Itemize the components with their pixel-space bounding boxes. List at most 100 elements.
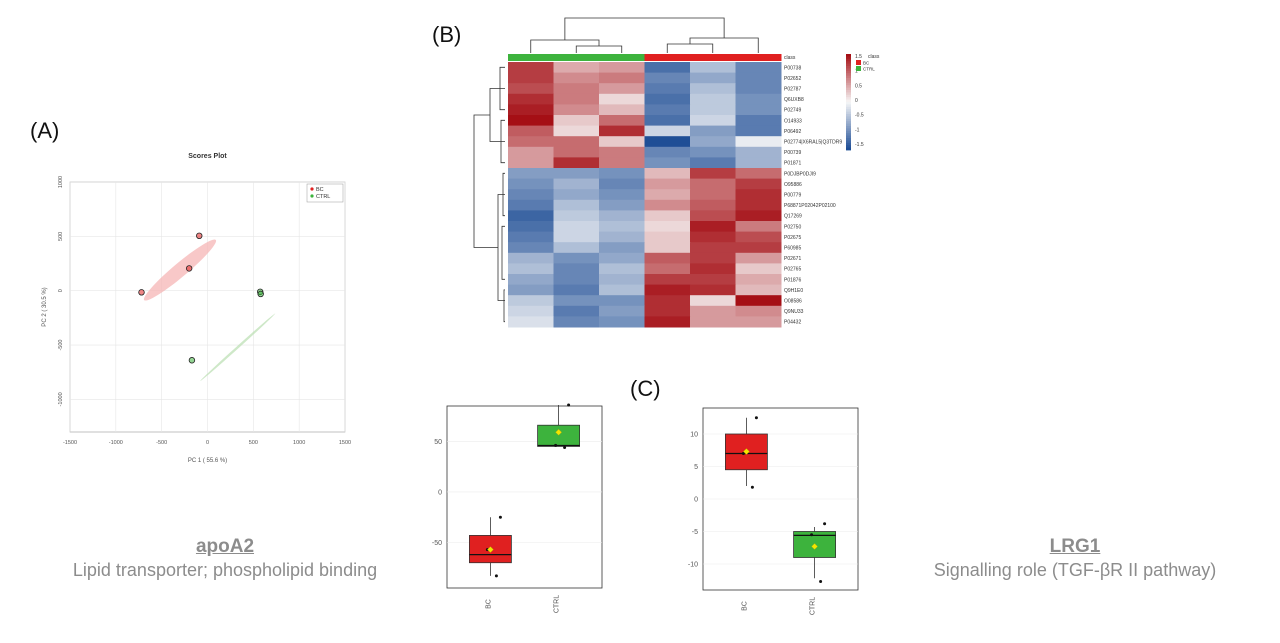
heatmap-cell <box>644 199 691 211</box>
heatmap-cell <box>599 263 645 275</box>
heatmap-cell <box>508 104 554 116</box>
heatmap-cell <box>553 189 600 201</box>
heatmap-cell <box>553 263 600 275</box>
panel-label-a: (A) <box>30 118 60 143</box>
heatmap-cell <box>553 115 600 127</box>
colorbar-tick-label: 1 <box>855 69 858 75</box>
heatmap-cell <box>508 93 554 105</box>
boxplot-point <box>554 443 558 447</box>
heatmap-cell <box>553 157 600 169</box>
heatmap-cell <box>508 83 554 95</box>
pca-x-tick-label: 1000 <box>293 440 305 446</box>
heatmap-cell <box>735 115 782 127</box>
heatmap-cell <box>735 274 782 286</box>
colorbar-segment <box>846 102 851 105</box>
boxplot-x-tick-label: BC <box>741 601 748 611</box>
heatmap-row-label: P60985 <box>784 246 801 252</box>
colorbar-segment <box>846 145 851 148</box>
pca-x-tick-label: -1500 <box>63 440 77 446</box>
heatmap-cell <box>735 62 782 74</box>
heatmap-cell <box>735 305 782 317</box>
heatmap-cell <box>644 263 691 275</box>
heatmap-cell <box>553 168 600 180</box>
colorbar-segment <box>846 138 851 141</box>
pca-x-tick-label: -1000 <box>109 440 123 446</box>
heatmap-cell <box>644 316 691 328</box>
heatmap-cell <box>735 316 782 328</box>
heatmap-cell <box>553 210 600 222</box>
row-dendrogram-branch <box>489 88 505 142</box>
heatmap-cell <box>508 146 554 158</box>
heatmap-class-bar-cell <box>735 54 782 61</box>
heatmap-cell <box>644 72 691 84</box>
colorbar-segment <box>846 106 851 110</box>
heatmap-cell <box>508 136 554 148</box>
heatmap-cell <box>599 284 645 296</box>
colorbar-segment <box>846 54 851 57</box>
colorbar-segment <box>846 85 851 88</box>
heatmap-cell <box>599 125 645 137</box>
heatmap-cell <box>644 178 691 190</box>
boxplot-point <box>750 485 754 489</box>
heatmap-cell <box>690 231 736 243</box>
colorbar-segment <box>846 92 851 96</box>
heatmap-cell <box>599 146 645 158</box>
heatmap-cell <box>599 93 645 105</box>
colorbar-segment <box>846 147 851 151</box>
boxplot-y-tick-label: -10 <box>688 562 698 569</box>
heatmap-cell <box>644 274 691 286</box>
heatmap-cell <box>553 252 600 264</box>
heatmap-class-bar-cell <box>553 54 600 61</box>
heatmap-cell <box>735 231 782 243</box>
heatmap-cell <box>690 316 736 328</box>
heatmap-cell <box>599 178 645 190</box>
heatmap-cell <box>508 157 554 169</box>
heatmap-cell <box>644 168 691 180</box>
heatmap-cell <box>599 316 645 328</box>
heatmap-cell <box>553 295 600 307</box>
heatmap-cell <box>735 284 782 296</box>
boxplot-y-tick-label: 10 <box>690 432 698 439</box>
heatmap-row-label: P0DJBP0DJI9 <box>784 171 816 177</box>
heatmap-cell <box>644 62 691 74</box>
boxplot-point <box>823 522 827 526</box>
apoa2-boxplot: 50 0 -50 BC CTRL <box>432 403 603 613</box>
colorbar-segment <box>846 114 851 117</box>
boxplot-point <box>494 574 498 578</box>
heatmap-cell <box>644 115 691 127</box>
pca-legend-label-ctrl: CTRL <box>316 194 330 200</box>
boxplot-point <box>498 515 502 519</box>
boxplot-point <box>563 445 567 449</box>
heatmap-row-label: P00779 <box>784 193 801 199</box>
colorbar-tick-label: -0.5 <box>855 113 864 119</box>
caption-apoa2-gene: apoA2 <box>195 536 255 557</box>
heatmap-cell <box>735 178 782 190</box>
heatmap-cell <box>553 146 600 158</box>
pca-point-bc <box>185 265 193 272</box>
heatmap-cell <box>508 168 554 180</box>
heatmap-cell <box>508 62 554 74</box>
pca-legend-label-bc: BC <box>316 187 324 193</box>
colorbar-segment <box>846 56 851 60</box>
heatmap-row-label: P04432 <box>784 320 801 326</box>
heatmap-cell <box>508 231 554 243</box>
colorbar-segment <box>846 90 851 93</box>
heatmap-cell <box>690 210 736 222</box>
row-dendrogram-root <box>473 114 498 248</box>
heatmap-chart: class P00738 P02652 P02787 Q6UXB8 P02749 O1493… <box>473 17 880 328</box>
colorbar-segment <box>846 111 851 115</box>
heatmap-cell <box>508 125 554 137</box>
heatmap-cell <box>735 93 782 105</box>
colorbar-tick-label: 1.5 <box>855 54 862 60</box>
colorbar-segment <box>846 73 851 76</box>
heatmap-cell <box>599 72 645 84</box>
heatmap-cell <box>735 168 782 180</box>
heatmap-class-bar-cell <box>508 54 554 61</box>
heatmap-cell <box>599 104 645 116</box>
heatmap-class-bar-cell <box>690 54 736 61</box>
panel-label-c: (C) <box>630 376 661 401</box>
heatmap-row-label: P00739 <box>784 150 801 156</box>
colorbar-segment <box>846 94 851 98</box>
pca-x-tick-label: 500 <box>249 440 258 446</box>
heatmap-cell <box>553 136 600 148</box>
